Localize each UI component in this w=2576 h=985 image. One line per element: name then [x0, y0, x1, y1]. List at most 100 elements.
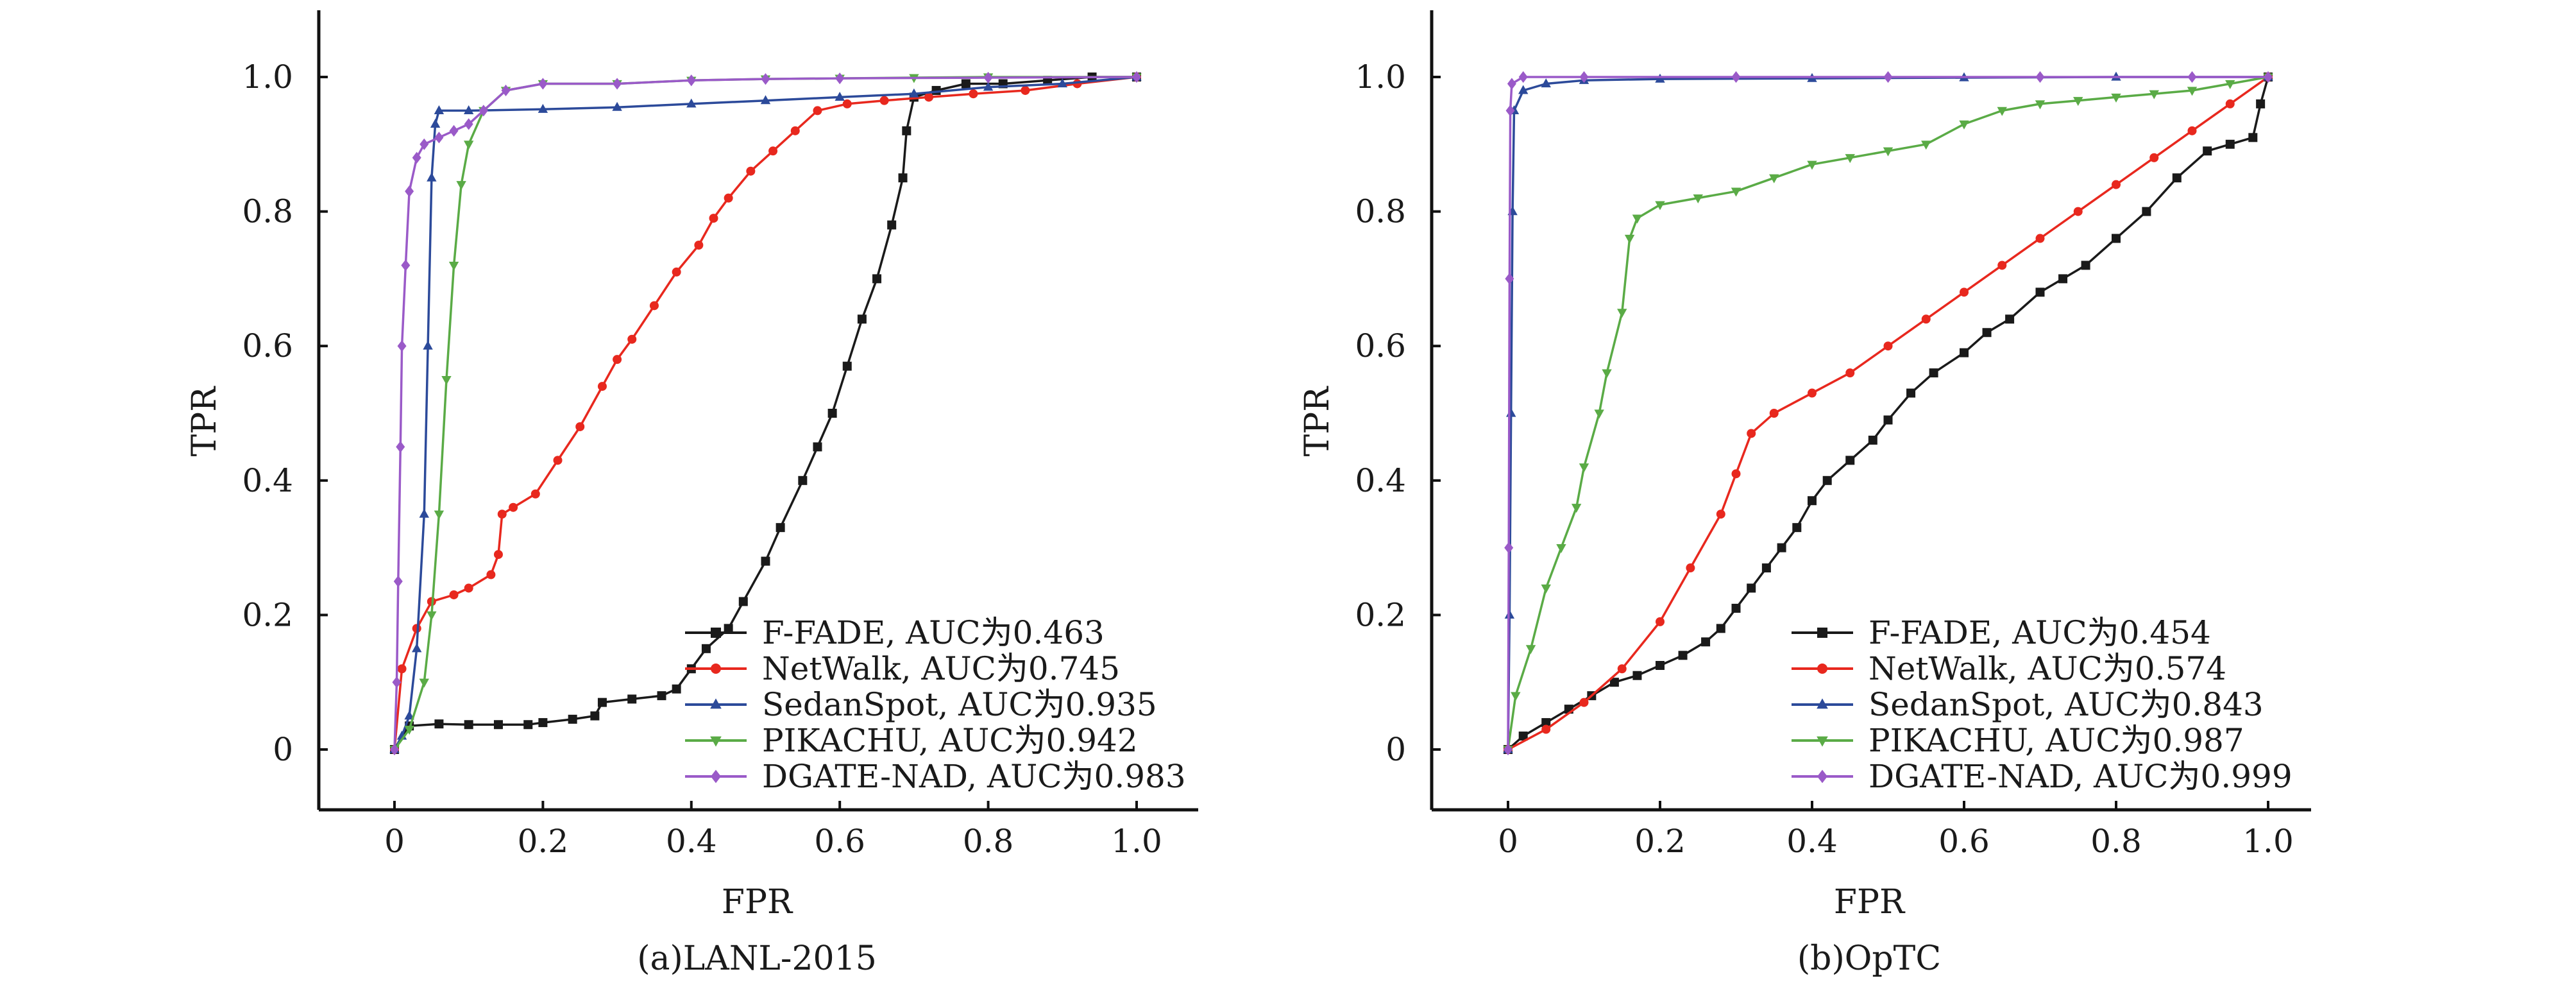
data-point — [479, 105, 488, 117]
data-point — [1518, 732, 1528, 741]
data-point — [738, 597, 748, 606]
data-point — [613, 355, 622, 364]
data-point — [872, 274, 882, 284]
data-point — [538, 78, 548, 90]
data-point — [441, 376, 452, 385]
data-point — [701, 644, 711, 653]
data-point — [1777, 543, 1786, 552]
data-point — [1997, 107, 2007, 116]
data-point — [627, 334, 637, 344]
data-point — [419, 508, 429, 518]
data-point — [1602, 369, 1612, 379]
data-point — [497, 510, 507, 519]
data-point — [501, 84, 511, 97]
data-point — [1518, 85, 1529, 94]
data-point — [1518, 71, 1528, 83]
series-4 — [390, 71, 1141, 756]
data-point — [1656, 617, 1665, 626]
data-point — [1959, 120, 1969, 130]
data-point — [538, 718, 548, 728]
data-point — [1731, 187, 1741, 197]
data-point — [423, 340, 433, 350]
data-point — [419, 138, 429, 150]
series-4 — [1504, 71, 2273, 756]
y-tick-label: 0.4 — [242, 462, 293, 499]
data-point — [961, 79, 970, 89]
legend-marker — [711, 664, 721, 674]
series-3 — [1503, 73, 2273, 755]
data-point — [2111, 93, 2121, 103]
data-point — [627, 694, 637, 704]
data-point — [1845, 456, 1855, 465]
legend-marker — [1817, 664, 1827, 674]
data-point — [724, 624, 733, 633]
data-point — [2203, 146, 2212, 156]
x-tick-label: 0 — [384, 823, 405, 860]
data-point — [1686, 563, 1695, 573]
data-point — [1594, 409, 1604, 419]
data-point — [813, 106, 822, 116]
x-tick-label: 1.0 — [1111, 823, 1162, 860]
legend-marker — [1817, 736, 1828, 747]
data-point — [1883, 147, 1894, 157]
legend-marker — [711, 769, 721, 784]
data-point — [1868, 435, 1877, 445]
data-point — [538, 103, 548, 113]
data-point — [983, 81, 994, 91]
data-point — [1822, 475, 1832, 485]
data-point — [2035, 100, 2046, 110]
data-point — [1731, 469, 1741, 479]
data-point — [412, 151, 421, 164]
data-point — [1511, 692, 1521, 701]
data-point — [2073, 207, 2083, 216]
data-point — [613, 78, 622, 90]
data-point — [1921, 141, 1931, 150]
data-point — [1571, 504, 1582, 513]
data-point — [898, 173, 908, 183]
data-point — [775, 523, 785, 533]
data-point — [1761, 563, 1771, 573]
y-tick-label: 0.6 — [1355, 327, 1406, 364]
data-point — [2172, 173, 2182, 183]
data-point — [464, 118, 473, 130]
data-point — [434, 719, 444, 729]
y-tick-label: 0.4 — [1355, 462, 1406, 499]
data-point — [902, 126, 911, 135]
y-axis-label-a: TPR — [185, 386, 224, 457]
data-point — [2264, 71, 2273, 83]
data-point — [434, 105, 445, 114]
data-point — [909, 88, 919, 98]
data-point — [397, 340, 407, 352]
data-point — [2187, 71, 2197, 83]
y-tick-label: 0.2 — [1355, 596, 1406, 633]
data-point — [1057, 78, 1067, 88]
data-point — [1731, 603, 1741, 613]
data-point — [798, 475, 808, 485]
data-point — [2187, 126, 2197, 135]
data-point — [1960, 348, 1969, 357]
data-point — [1579, 463, 1589, 473]
data-point — [612, 101, 622, 111]
data-point — [464, 141, 474, 150]
data-point — [530, 489, 540, 499]
data-point — [1747, 429, 1756, 438]
data-point — [1678, 651, 1688, 660]
data-point — [1906, 388, 1916, 398]
data-point — [761, 556, 770, 566]
data-point — [1693, 194, 1703, 204]
data-point — [1960, 287, 1969, 297]
data-point — [405, 185, 414, 198]
series-group-a — [389, 71, 1142, 756]
data-point — [396, 441, 405, 453]
legend-marker — [1817, 628, 1827, 638]
data-point — [404, 710, 414, 720]
x-axis-label-a: FPR — [722, 883, 793, 921]
data-point — [464, 105, 474, 114]
data-point — [1883, 71, 1893, 83]
data-point — [430, 118, 441, 128]
y-tick-label: 0.8 — [242, 193, 293, 230]
y-tick-label: 0.6 — [242, 327, 293, 364]
data-point — [2112, 180, 2121, 189]
